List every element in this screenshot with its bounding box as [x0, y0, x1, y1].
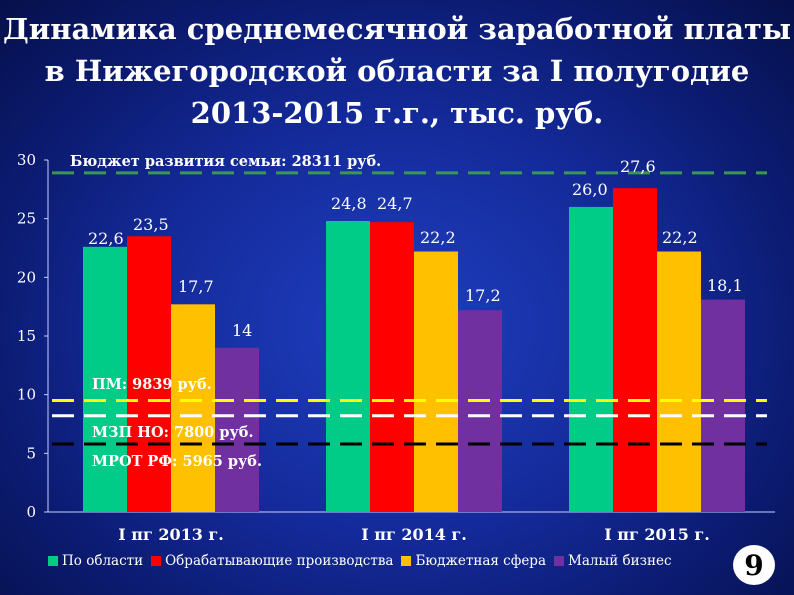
data-label-s3-c3: 22,2 [662, 228, 698, 247]
bar-4-cat-1 [215, 347, 259, 512]
bar-2-cat-3 [613, 188, 657, 512]
y-tick-label: 10 [17, 386, 36, 404]
y-tick-label: 15 [17, 327, 36, 345]
bar-4-cat-2 [458, 310, 502, 512]
bar-3-cat-2 [414, 251, 458, 512]
reference-label-4: МРОТ РФ: 5965 руб. [92, 453, 262, 470]
data-label-s4-c3: 18,1 [707, 276, 743, 295]
slide-title: Динамика среднемесячной заработной платы… [0, 8, 794, 134]
legend-label: Обрабатывающие производства [165, 553, 394, 569]
data-label-s3-c1: 17,7 [178, 277, 214, 296]
legend-item: Малый бизнес [554, 553, 672, 569]
y-tick-label: 5 [26, 444, 36, 462]
data-label-s1-c2: 24,8 [331, 194, 367, 213]
bar-1-cat-1 [83, 246, 127, 512]
page-number: 9 [733, 545, 775, 585]
title-line-1: Динамика среднемесячной заработной платы [2, 12, 792, 46]
legend-label: Малый бизнес [568, 553, 672, 569]
chart-plot-area: 0 5 10 15 20 25 30 Бюджет развития семьи: 28311… [17, 151, 775, 544]
bar-3-cat-1 [171, 304, 215, 512]
legend-swatch [554, 556, 564, 566]
bar-4-cat-3 [701, 299, 745, 512]
chart-legend: По области Обрабатывающие производства Бюд… [48, 551, 680, 571]
legend-item: По области [48, 553, 143, 569]
data-label-s2-c1: 23,5 [133, 215, 169, 234]
reference-label-3: МЗП НО: 7800 руб. [92, 424, 254, 441]
title-line-3: 2013-2015 г.г., тыс. руб. [190, 96, 604, 130]
data-label-s3-c2: 22,2 [420, 228, 456, 247]
legend-item: Обрабатывающие производства [151, 553, 393, 569]
y-tick-label: 25 [17, 210, 36, 228]
x-category-label: I пг 2014 г. [361, 525, 467, 544]
data-label-s1-c3: 26,0 [572, 180, 608, 199]
bar-2-cat-1 [127, 236, 171, 512]
data-label-s4-c1: 14 [232, 321, 252, 340]
bar-1-cat-3 [569, 206, 613, 512]
data-label-s1-c1: 22,6 [88, 229, 124, 248]
y-tick-label: 30 [17, 151, 36, 169]
y-tick-label: 20 [17, 268, 36, 286]
title-line-2: в Нижегородской области за I полугодие [44, 54, 750, 88]
reference-label-2: ПМ: 9839 руб. [92, 376, 212, 393]
legend-item: Бюджетная сфера [401, 553, 546, 569]
legend-swatch [401, 556, 412, 566]
bar-2-cat-2 [370, 222, 414, 513]
data-label-s2-c2: 24,7 [377, 194, 413, 213]
bar-3-cat-3 [657, 251, 701, 512]
x-category-label: I пг 2015 г. [604, 525, 710, 544]
legend-swatch [151, 556, 162, 566]
data-label-s4-c2: 17,2 [465, 286, 501, 305]
legend-label: Бюджетная сфера [415, 553, 546, 569]
legend-label: По области [62, 553, 144, 569]
data-label-s2-c3: 27,6 [620, 157, 656, 176]
bar-1-cat-2 [326, 221, 370, 512]
legend-swatch [48, 556, 58, 566]
x-category-label: I пг 2013 г. [118, 525, 224, 544]
y-tick-label: 0 [26, 503, 36, 521]
reference-label-1: Бюджет развития семьи: 28311 руб. [70, 153, 381, 170]
